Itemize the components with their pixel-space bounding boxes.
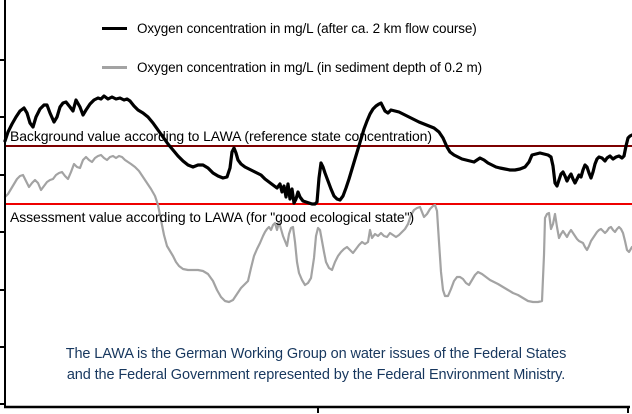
legend-item-after-flow-course: Oxygen concentration in mg/L (after ca. … (102, 20, 482, 37)
black-series-line-sample (102, 26, 127, 31)
legend-label: Oxygen concentration in mg/L (in sedimen… (137, 60, 482, 75)
assessment-value-label: Assessment value according to LAWA (for … (10, 209, 415, 225)
lawa-footnote: The LAWA is the German Working Group on … (0, 344, 632, 386)
oxygen-after-2km-flow-course-line (3, 94, 632, 206)
background-value-label: Background value according to LAWA (refe… (10, 128, 432, 144)
oxygen-in-sediment-depth-line (3, 153, 632, 304)
footnote-line-1: The LAWA is the German Working Group on … (65, 346, 567, 362)
footnote-line-2: and the Federal Government represented b… (66, 367, 566, 383)
legend: Oxygen concentration in mg/L (after ca. … (102, 20, 482, 98)
gray-series-line-sample (102, 66, 127, 69)
legend-label: Oxygen concentration in mg/L (after ca. … (137, 21, 477, 36)
legend-item-sediment-depth: Oxygen concentration in mg/L (in sedimen… (102, 59, 482, 76)
